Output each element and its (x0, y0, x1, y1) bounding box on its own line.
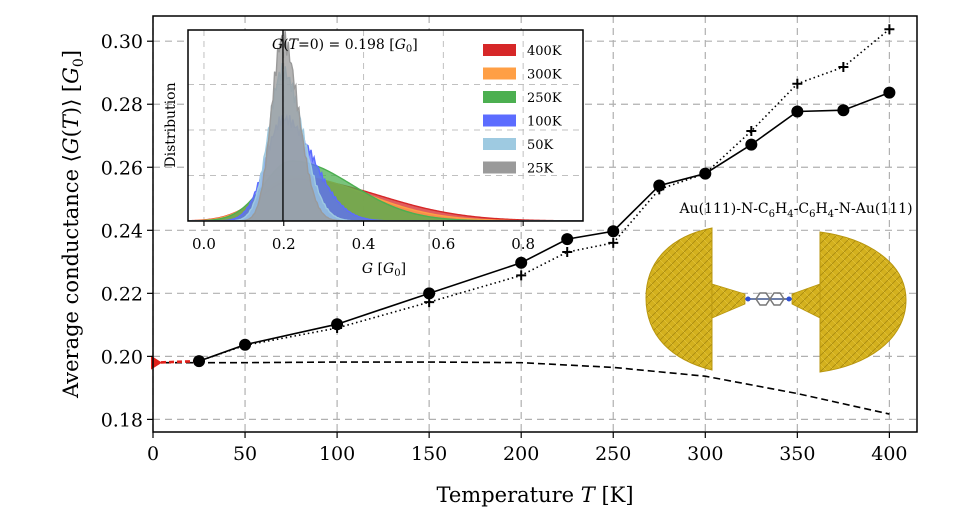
right-gold-electrode (819, 231, 907, 373)
plus-marker (746, 126, 757, 137)
circle-marker (515, 256, 528, 269)
legend-swatch-250K (483, 91, 516, 103)
legend-swatch-100K (483, 114, 516, 127)
y-tick-label: 0.30 (101, 31, 143, 53)
inset-x-tick-label: 0.8 (511, 235, 535, 253)
x-tick-label: 200 (503, 443, 539, 465)
inset-histogram: G(T=0) = 0.198 [G0] 0.0 0.2 0.4 0.6 0.8 Dist… (163, 29, 584, 279)
circle-marker (193, 355, 206, 368)
inset-curve-50K (188, 62, 583, 221)
y-tick-label: 0.26 (101, 157, 143, 179)
circle-marker (699, 167, 712, 180)
legend-swatch-25K (483, 161, 516, 174)
molecule-label: Au(111)-N-C6H4-C6H4-N-Au(111) (678, 201, 912, 220)
inset-area-25K (188, 31, 583, 221)
plus-marker (516, 270, 527, 281)
x-tick-label: 150 (411, 443, 447, 465)
circle-marker (837, 104, 850, 117)
main-axis-ticks: 0 50 100 150 200 250 300 350 4000.180.200.220.24… (101, 31, 908, 465)
circle-marker (653, 179, 666, 192)
plus-marker (608, 237, 619, 248)
x-tick-label: 50 (233, 443, 257, 465)
x-tick-label: 250 (595, 443, 631, 465)
circle-marker (607, 225, 620, 238)
y-tick-label: 0.18 (101, 409, 143, 431)
x-tick-label: 400 (871, 443, 907, 465)
plus-marker (884, 24, 895, 35)
circle-marker (561, 233, 574, 246)
inset-y-label: Distribution (163, 82, 179, 167)
inset-x-tick-label: 0.2 (272, 235, 296, 253)
main-plot-frame (152, 15, 918, 433)
legend-swatch-50K (483, 138, 516, 150)
inset-legend: 400K 300K 250K 100K 50K 25K (483, 44, 562, 177)
x-tick-label: 100 (319, 443, 355, 465)
legend-label: 100K (527, 115, 562, 130)
inset-x-tick-label: 0.4 (352, 235, 376, 253)
circle-marker (791, 105, 804, 118)
legend-label: 50K (527, 138, 554, 153)
right-gold-tip (791, 283, 821, 319)
g0-annotation: G(T=0) = 0.198 [G0] (272, 37, 418, 55)
x-axis-label: Temperature T [K] (436, 483, 633, 507)
circle-marker (331, 318, 344, 331)
circle-marker (745, 138, 758, 151)
circle-marker (423, 287, 436, 300)
left-gold-electrode (645, 227, 713, 371)
legend-label: 25K (527, 162, 554, 177)
plus-marker (562, 247, 573, 258)
y-tick-label: 0.24 (101, 220, 143, 242)
legend-label: 400K (527, 44, 562, 59)
biphenyl-molecule (745, 292, 792, 306)
inset-x-tick-label: 0.6 (431, 235, 455, 253)
inset-x-tick-label: 0.0 (192, 235, 216, 253)
circle-marker (883, 86, 896, 99)
left-gold-tip (711, 283, 746, 319)
molecular-junction-illustration (645, 227, 907, 373)
y-tick-label: 0.20 (101, 346, 143, 368)
legend-label: 250K (527, 91, 562, 106)
inset-frame (187, 29, 584, 222)
x-tick-label: 0 (147, 443, 159, 465)
circle-marker (239, 338, 252, 351)
x-tick-label: 350 (779, 443, 815, 465)
inset-curve-25K (188, 31, 583, 221)
main-grid (152, 16, 917, 432)
x-tick-label: 300 (687, 443, 723, 465)
legend-swatch-300K (483, 67, 516, 80)
legend-label: 300K (527, 68, 562, 83)
plus-marker (792, 78, 803, 89)
fit-curve (153, 361, 890, 415)
legend-swatch-400K (483, 44, 516, 56)
y-tick-label: 0.28 (101, 94, 143, 116)
inset-axis-ticks: 0.0 0.2 0.4 0.6 0.8 (192, 221, 535, 253)
y-tick-label: 0.22 (101, 283, 143, 305)
inset-x-label: G [G0] (362, 261, 406, 279)
y-axis-label: Average conductance ⟨G(T)⟩ [G0] (59, 50, 87, 399)
plus-marker (838, 62, 849, 73)
